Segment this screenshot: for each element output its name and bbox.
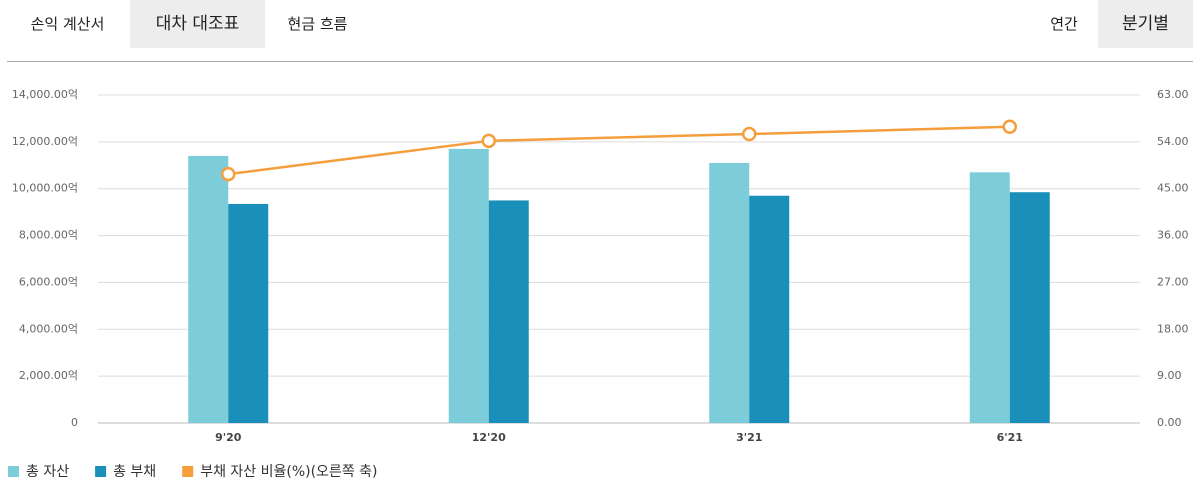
y-tick-label: 14,000.00억 <box>12 88 78 101</box>
y2-tick-label: 0.00 <box>1157 416 1182 429</box>
bar <box>488 200 529 423</box>
legend-label: 총 자산 <box>26 464 69 480</box>
y2-tick-label: 63.00 <box>1157 88 1189 101</box>
legend-label: 총 부채 <box>113 464 156 480</box>
x-tick-label: 6'21 <box>997 431 1023 444</box>
bar <box>969 172 1010 423</box>
bar <box>448 148 489 423</box>
tab[interactable]: 손익 계산서 <box>30 15 105 33</box>
y2-tick-label: 45.00 <box>1157 182 1189 195</box>
legend-swatch <box>8 466 19 477</box>
period-tab-selected[interactable]: 분기별 <box>1098 0 1193 48</box>
y2-tick-label: 9.00 <box>1157 369 1182 382</box>
divider <box>7 61 1193 62</box>
tab-selected[interactable]: 대차 대조표 <box>130 0 265 48</box>
line-marker <box>742 126 757 142</box>
bar <box>1009 192 1050 423</box>
y-tick-label: 6,000.00억 <box>19 275 78 288</box>
x-tick-label: 12'20 <box>472 431 506 444</box>
y-tick-label: 4,000.00억 <box>19 322 78 335</box>
x-tick-label: 3'21 <box>736 431 762 444</box>
y-tick-label: 10,000.00억 <box>12 182 78 195</box>
line-marker <box>481 133 496 149</box>
y2-tick-label: 18.00 <box>1157 322 1189 335</box>
y-tick-label: 2,000.00억 <box>19 369 78 382</box>
y-tick-label: 12,000.00억 <box>12 135 78 148</box>
legend-swatch <box>182 466 194 477</box>
legend-label: 부채 자산 비율(%)(오른쪽 축) <box>200 464 377 480</box>
line <box>228 125 1010 176</box>
y2-tick-label: 36.00 <box>1157 229 1189 242</box>
y2-tick-label: 27.00 <box>1157 275 1189 288</box>
line-marker <box>1002 119 1017 135</box>
bar <box>228 203 269 423</box>
y-tick-label: 0 <box>71 416 78 429</box>
y-tick-label: 8,000.00억 <box>19 229 78 242</box>
line-marker <box>221 166 236 182</box>
period-tab[interactable]: 연간 <box>1050 15 1078 33</box>
x-tick-label: 9'20 <box>215 431 242 444</box>
bar <box>188 155 229 423</box>
legend-swatch <box>95 466 107 477</box>
bar <box>709 162 750 423</box>
tab[interactable]: 현금 흐름 <box>287 15 348 33</box>
y2-tick-label: 54.00 <box>1157 135 1189 148</box>
bar <box>749 195 790 423</box>
